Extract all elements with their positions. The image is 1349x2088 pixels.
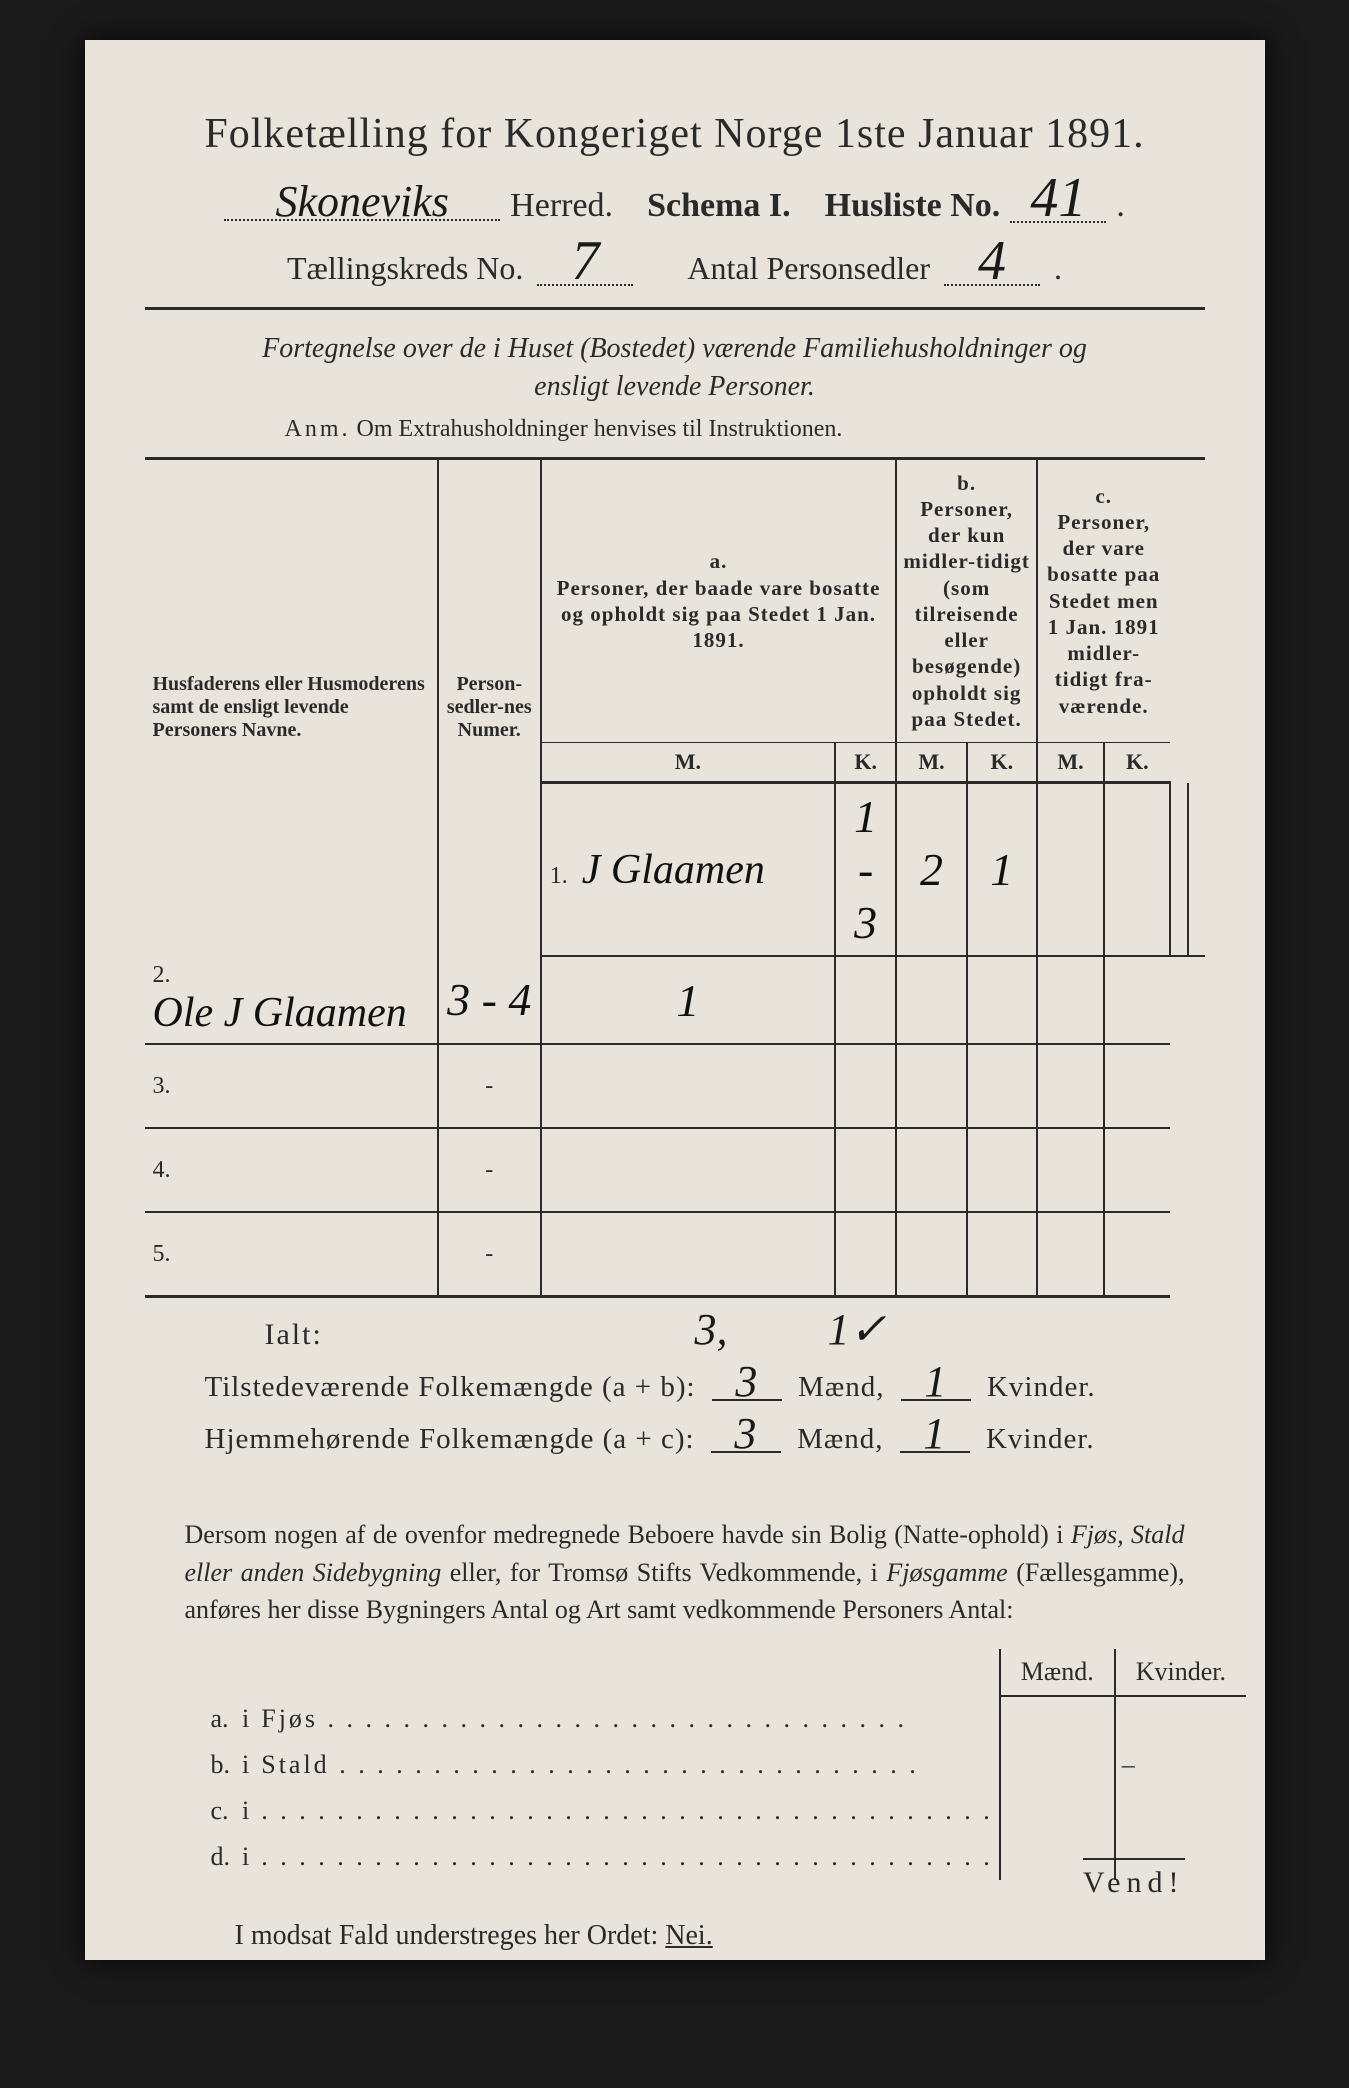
ialt-k: 1✓: [828, 1312, 887, 1347]
row1-name: J Glaamen: [582, 846, 765, 894]
kreds-value: 7: [537, 239, 633, 286]
row2-name: Ole J Glaamen: [153, 989, 407, 1037]
col-b-k: K.: [967, 743, 1037, 783]
col-a-k: K.: [835, 743, 896, 783]
main-table: Husfaderens eller Husmoderens samt de en…: [145, 457, 1205, 1299]
table-row: 4. -: [145, 1128, 1205, 1212]
antal-label: Antal Personsedler: [687, 250, 930, 287]
lower-kvinder-header: Kvinder.: [1115, 1649, 1246, 1696]
ialt-label: Ialt:: [265, 1318, 365, 1352]
subtitle-text: Fortegnelse over de i Huset (Bostedet) v…: [255, 330, 1095, 406]
row2-a-m: 1: [676, 975, 699, 1026]
anm-label: Anm.: [285, 416, 351, 442]
row2-pers: 3 - 4: [447, 974, 531, 1025]
row1-pers: 1 - 3: [854, 791, 877, 948]
row1-a-m: 2: [920, 844, 943, 895]
col-b-m: M.: [896, 743, 966, 783]
col-c-k: K.: [1104, 743, 1169, 783]
lower-row: c. i . . . . . . . . . . . . . . . . . .…: [205, 1788, 1246, 1834]
antal-value: 4: [944, 239, 1040, 286]
summary-line-2: Hjemmehørende Folkemængde (a + c): 3 Mæn…: [205, 1416, 1205, 1456]
census-form-page: Folketælling for Kongeriget Norge 1ste J…: [85, 40, 1265, 1960]
herred-value: Skoneviks: [224, 184, 500, 221]
kreds-label: Tællingskreds No.: [287, 250, 523, 287]
col-a-header: a. Personer, der baade vare bosatte og o…: [541, 458, 897, 743]
instruction-paragraph: Dersom nogen af de ovenfor medregnede Be…: [185, 1516, 1185, 1629]
col-name-header: Husfaderens eller Husmoderens samt de en…: [145, 458, 438, 956]
summary-line-1: Tilstedeværende Folkemængde (a + b): 3 M…: [205, 1364, 1205, 1404]
line1-k: 1: [901, 1364, 971, 1401]
header-row-2: Tællingskreds No. 7 Antal Personsedler 4…: [145, 239, 1205, 287]
husliste-value: 41: [1010, 176, 1106, 223]
nei-line: I modsat Fald understreges her Ordet: Ne…: [235, 1920, 1205, 1952]
lower-row: b. i Stald . . . . . . . . . . . . . . .…: [205, 1742, 1246, 1788]
table-row: 2.Ole J Glaamen 3 - 4 1: [145, 956, 1205, 1044]
ialt-block: Ialt: 3, 1✓ Tilstedeværende Folkemængde …: [145, 1312, 1205, 1456]
col-a-m: M.: [541, 743, 835, 783]
col-pers-header: Person-sedler-nes Numer.: [438, 458, 541, 956]
table-header-row-1: Husfaderens eller Husmoderens samt de en…: [145, 458, 1205, 743]
col-c-m: M.: [1037, 743, 1104, 783]
husliste-label: Husliste No.: [825, 187, 1001, 225]
vend-label: Vend!: [1083, 1858, 1185, 1900]
col-c-header: c. Personer, der vare bosatte paa Stedet…: [1037, 458, 1170, 743]
lower-row: a. i Fjøs . . . . . . . . . . . . . . . …: [205, 1696, 1246, 1742]
line1-m: 3: [712, 1364, 782, 1401]
page-title: Folketælling for Kongeriget Norge 1ste J…: [145, 110, 1205, 158]
ialt-m: 3,: [695, 1312, 728, 1347]
col-b-header: b. Personer, der kun midler-tidigt (som …: [896, 458, 1037, 743]
lower-table: Mænd. Kvinder. a. i Fjøs . . . . . . . .…: [205, 1649, 1246, 1880]
anm-text: Om Extrahusholdninger henvises til Instr…: [357, 416, 843, 442]
divider: [145, 307, 1205, 310]
herred-label: Herred.: [510, 187, 613, 225]
table-row: 5. -: [145, 1212, 1205, 1297]
anm-line: Anm. Om Extrahusholdninger henvises til …: [285, 416, 1205, 443]
line2-k: 1: [900, 1416, 970, 1453]
header-row-1: Skoneviks Herred. Schema I. Husliste No.…: [145, 176, 1205, 225]
line2-m: 3: [711, 1416, 781, 1453]
nei-word: Nei.: [665, 1920, 712, 1951]
table-row: 3. -: [145, 1044, 1205, 1128]
schema-label: Schema I.: [647, 187, 791, 225]
row1-a-k: 1: [990, 844, 1013, 895]
lower-maend-header: Mænd.: [1000, 1649, 1115, 1696]
